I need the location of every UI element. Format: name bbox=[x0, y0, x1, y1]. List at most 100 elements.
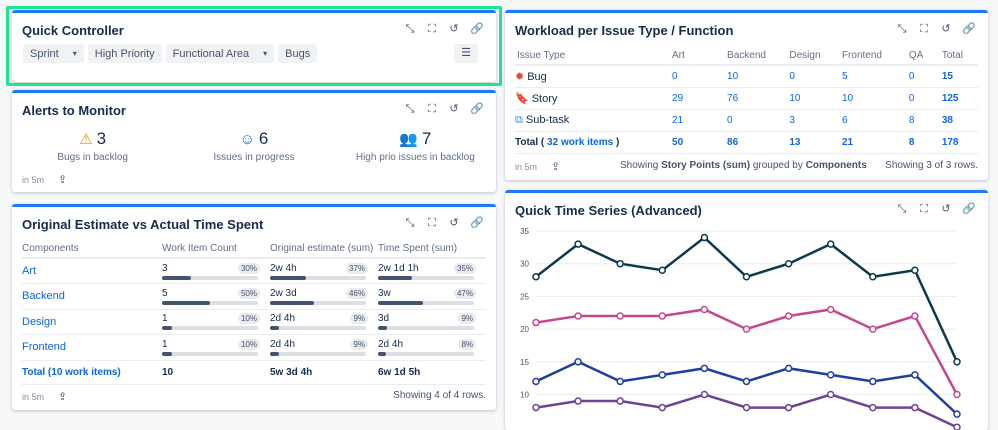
value-link[interactable]: 6 bbox=[839, 109, 907, 132]
data-point[interactable] bbox=[742, 403, 751, 412]
data-point[interactable] bbox=[911, 312, 919, 320]
value-link[interactable]: 5 bbox=[839, 65, 907, 88]
value-link[interactable]: 21 bbox=[670, 109, 726, 132]
data-point[interactable] bbox=[784, 312, 793, 320]
component-link[interactable]: Frontend bbox=[22, 334, 162, 361]
value-link[interactable]: 10 bbox=[725, 65, 788, 88]
fullscreen-icon[interactable]: ⛶ bbox=[920, 203, 928, 215]
value-link[interactable]: 0 bbox=[725, 109, 788, 132]
total-value[interactable]: 50 bbox=[670, 131, 726, 154]
link-icon[interactable]: 🔗 bbox=[470, 103, 484, 115]
component-link[interactable]: Design bbox=[22, 309, 162, 335]
total-link[interactable]: Total (10 work items) bbox=[22, 360, 162, 385]
menu-button[interactable]: ☰ bbox=[454, 44, 478, 63]
data-point[interactable] bbox=[953, 423, 961, 430]
data-point[interactable] bbox=[700, 390, 709, 399]
data-point[interactable] bbox=[700, 233, 709, 242]
value-link[interactable]: 15 bbox=[939, 65, 978, 88]
data-point[interactable] bbox=[532, 273, 540, 281]
data-point[interactable] bbox=[826, 240, 835, 248]
value-link[interactable]: 29 bbox=[670, 87, 726, 110]
link-icon[interactable]: 🔗 bbox=[962, 203, 976, 215]
data-point[interactable] bbox=[784, 364, 793, 373]
data-point[interactable] bbox=[616, 259, 624, 268]
data-point[interactable] bbox=[826, 305, 835, 314]
value-link[interactable]: 125 bbox=[939, 87, 978, 110]
data-point[interactable] bbox=[700, 305, 709, 314]
collapse-icon[interactable]: ⤡ bbox=[405, 217, 415, 229]
data-point[interactable] bbox=[742, 273, 751, 281]
value-link[interactable]: 0 bbox=[906, 65, 940, 88]
filter-chip[interactable]: High Priority bbox=[87, 44, 162, 63]
filter-chip[interactable]: Bugs bbox=[278, 44, 318, 63]
fullscreen-icon[interactable]: ⛶ bbox=[428, 103, 436, 115]
link-icon[interactable]: 🔗 bbox=[470, 23, 484, 35]
data-point[interactable] bbox=[742, 377, 751, 386]
total-value[interactable]: 86 bbox=[725, 131, 788, 154]
data-point[interactable] bbox=[574, 312, 582, 320]
data-point[interactable] bbox=[953, 410, 961, 418]
data-point[interactable] bbox=[742, 325, 751, 333]
data-point[interactable] bbox=[784, 259, 793, 268]
data-point[interactable] bbox=[616, 312, 624, 320]
total-value[interactable]: 21 bbox=[839, 131, 907, 154]
collapse-icon[interactable]: ⤡ bbox=[897, 23, 907, 35]
value-link[interactable]: 76 bbox=[725, 87, 788, 110]
data-point[interactable] bbox=[616, 397, 624, 405]
collapse-icon[interactable]: ⤡ bbox=[405, 23, 415, 35]
refresh-icon[interactable]: ↺ bbox=[941, 23, 951, 35]
alert-item[interactable]: ⚠ 3 Bugs in backlog bbox=[12, 129, 173, 163]
value-link[interactable]: 10 bbox=[787, 87, 840, 110]
data-point[interactable] bbox=[616, 377, 624, 386]
data-point[interactable] bbox=[953, 390, 961, 399]
total-value[interactable]: 178 bbox=[939, 131, 978, 154]
data-point[interactable] bbox=[911, 371, 919, 379]
value-link[interactable]: 3 bbox=[787, 109, 840, 132]
fullscreen-icon[interactable]: ⛶ bbox=[920, 23, 928, 35]
refresh-icon[interactable]: ↺ bbox=[941, 203, 951, 215]
total-value[interactable]: 13 bbox=[787, 131, 840, 154]
value-link[interactable]: 0 bbox=[670, 65, 726, 88]
refresh-icon[interactable]: ↺ bbox=[449, 217, 459, 229]
filter-chip[interactable]: Sprint ▾ bbox=[23, 44, 84, 63]
data-point[interactable] bbox=[784, 403, 793, 412]
data-point[interactable] bbox=[826, 371, 835, 379]
data-point[interactable] bbox=[574, 358, 582, 366]
collapse-icon[interactable]: ⤡ bbox=[897, 203, 907, 215]
component-link[interactable]: Art bbox=[22, 258, 162, 284]
data-point[interactable] bbox=[826, 390, 835, 399]
filter-chip[interactable]: Functional Area ▾ bbox=[165, 44, 275, 63]
data-point[interactable] bbox=[658, 403, 667, 412]
data-point[interactable] bbox=[658, 371, 667, 379]
total-link[interactable]: 32 work items bbox=[547, 136, 614, 148]
data-point[interactable] bbox=[911, 266, 919, 274]
data-point[interactable] bbox=[869, 325, 877, 333]
data-point[interactable] bbox=[658, 312, 667, 320]
value-link[interactable]: 38 bbox=[939, 109, 978, 132]
data-point[interactable] bbox=[532, 403, 540, 412]
refresh-icon[interactable]: ↺ bbox=[449, 103, 459, 115]
data-point[interactable] bbox=[532, 318, 540, 327]
data-point[interactable] bbox=[700, 364, 709, 373]
value-link[interactable]: 0 bbox=[787, 65, 840, 88]
alert-item[interactable]: 👥 7 High prio issues in backlog bbox=[335, 129, 496, 163]
fullscreen-icon[interactable]: ⛶ bbox=[428, 217, 436, 229]
data-point[interactable] bbox=[532, 377, 540, 386]
value-link[interactable]: 8 bbox=[906, 109, 940, 132]
share-icon[interactable]: ⇪ bbox=[551, 161, 561, 173]
data-point[interactable] bbox=[574, 397, 582, 405]
data-point[interactable] bbox=[911, 403, 919, 412]
data-point[interactable] bbox=[869, 377, 877, 386]
link-icon[interactable]: 🔗 bbox=[470, 217, 484, 229]
data-point[interactable] bbox=[658, 266, 667, 274]
total-value[interactable]: 8 bbox=[906, 131, 940, 154]
data-point[interactable] bbox=[869, 403, 877, 412]
data-point[interactable] bbox=[574, 240, 582, 248]
data-point[interactable] bbox=[953, 358, 961, 366]
value-link[interactable]: 0 bbox=[906, 87, 940, 110]
value-link[interactable]: 10 bbox=[839, 87, 907, 110]
collapse-icon[interactable]: ⤡ bbox=[405, 103, 415, 115]
refresh-icon[interactable]: ↺ bbox=[449, 23, 459, 35]
share-icon[interactable]: ⇪ bbox=[58, 391, 68, 403]
share-icon[interactable]: ⇪ bbox=[58, 174, 68, 186]
